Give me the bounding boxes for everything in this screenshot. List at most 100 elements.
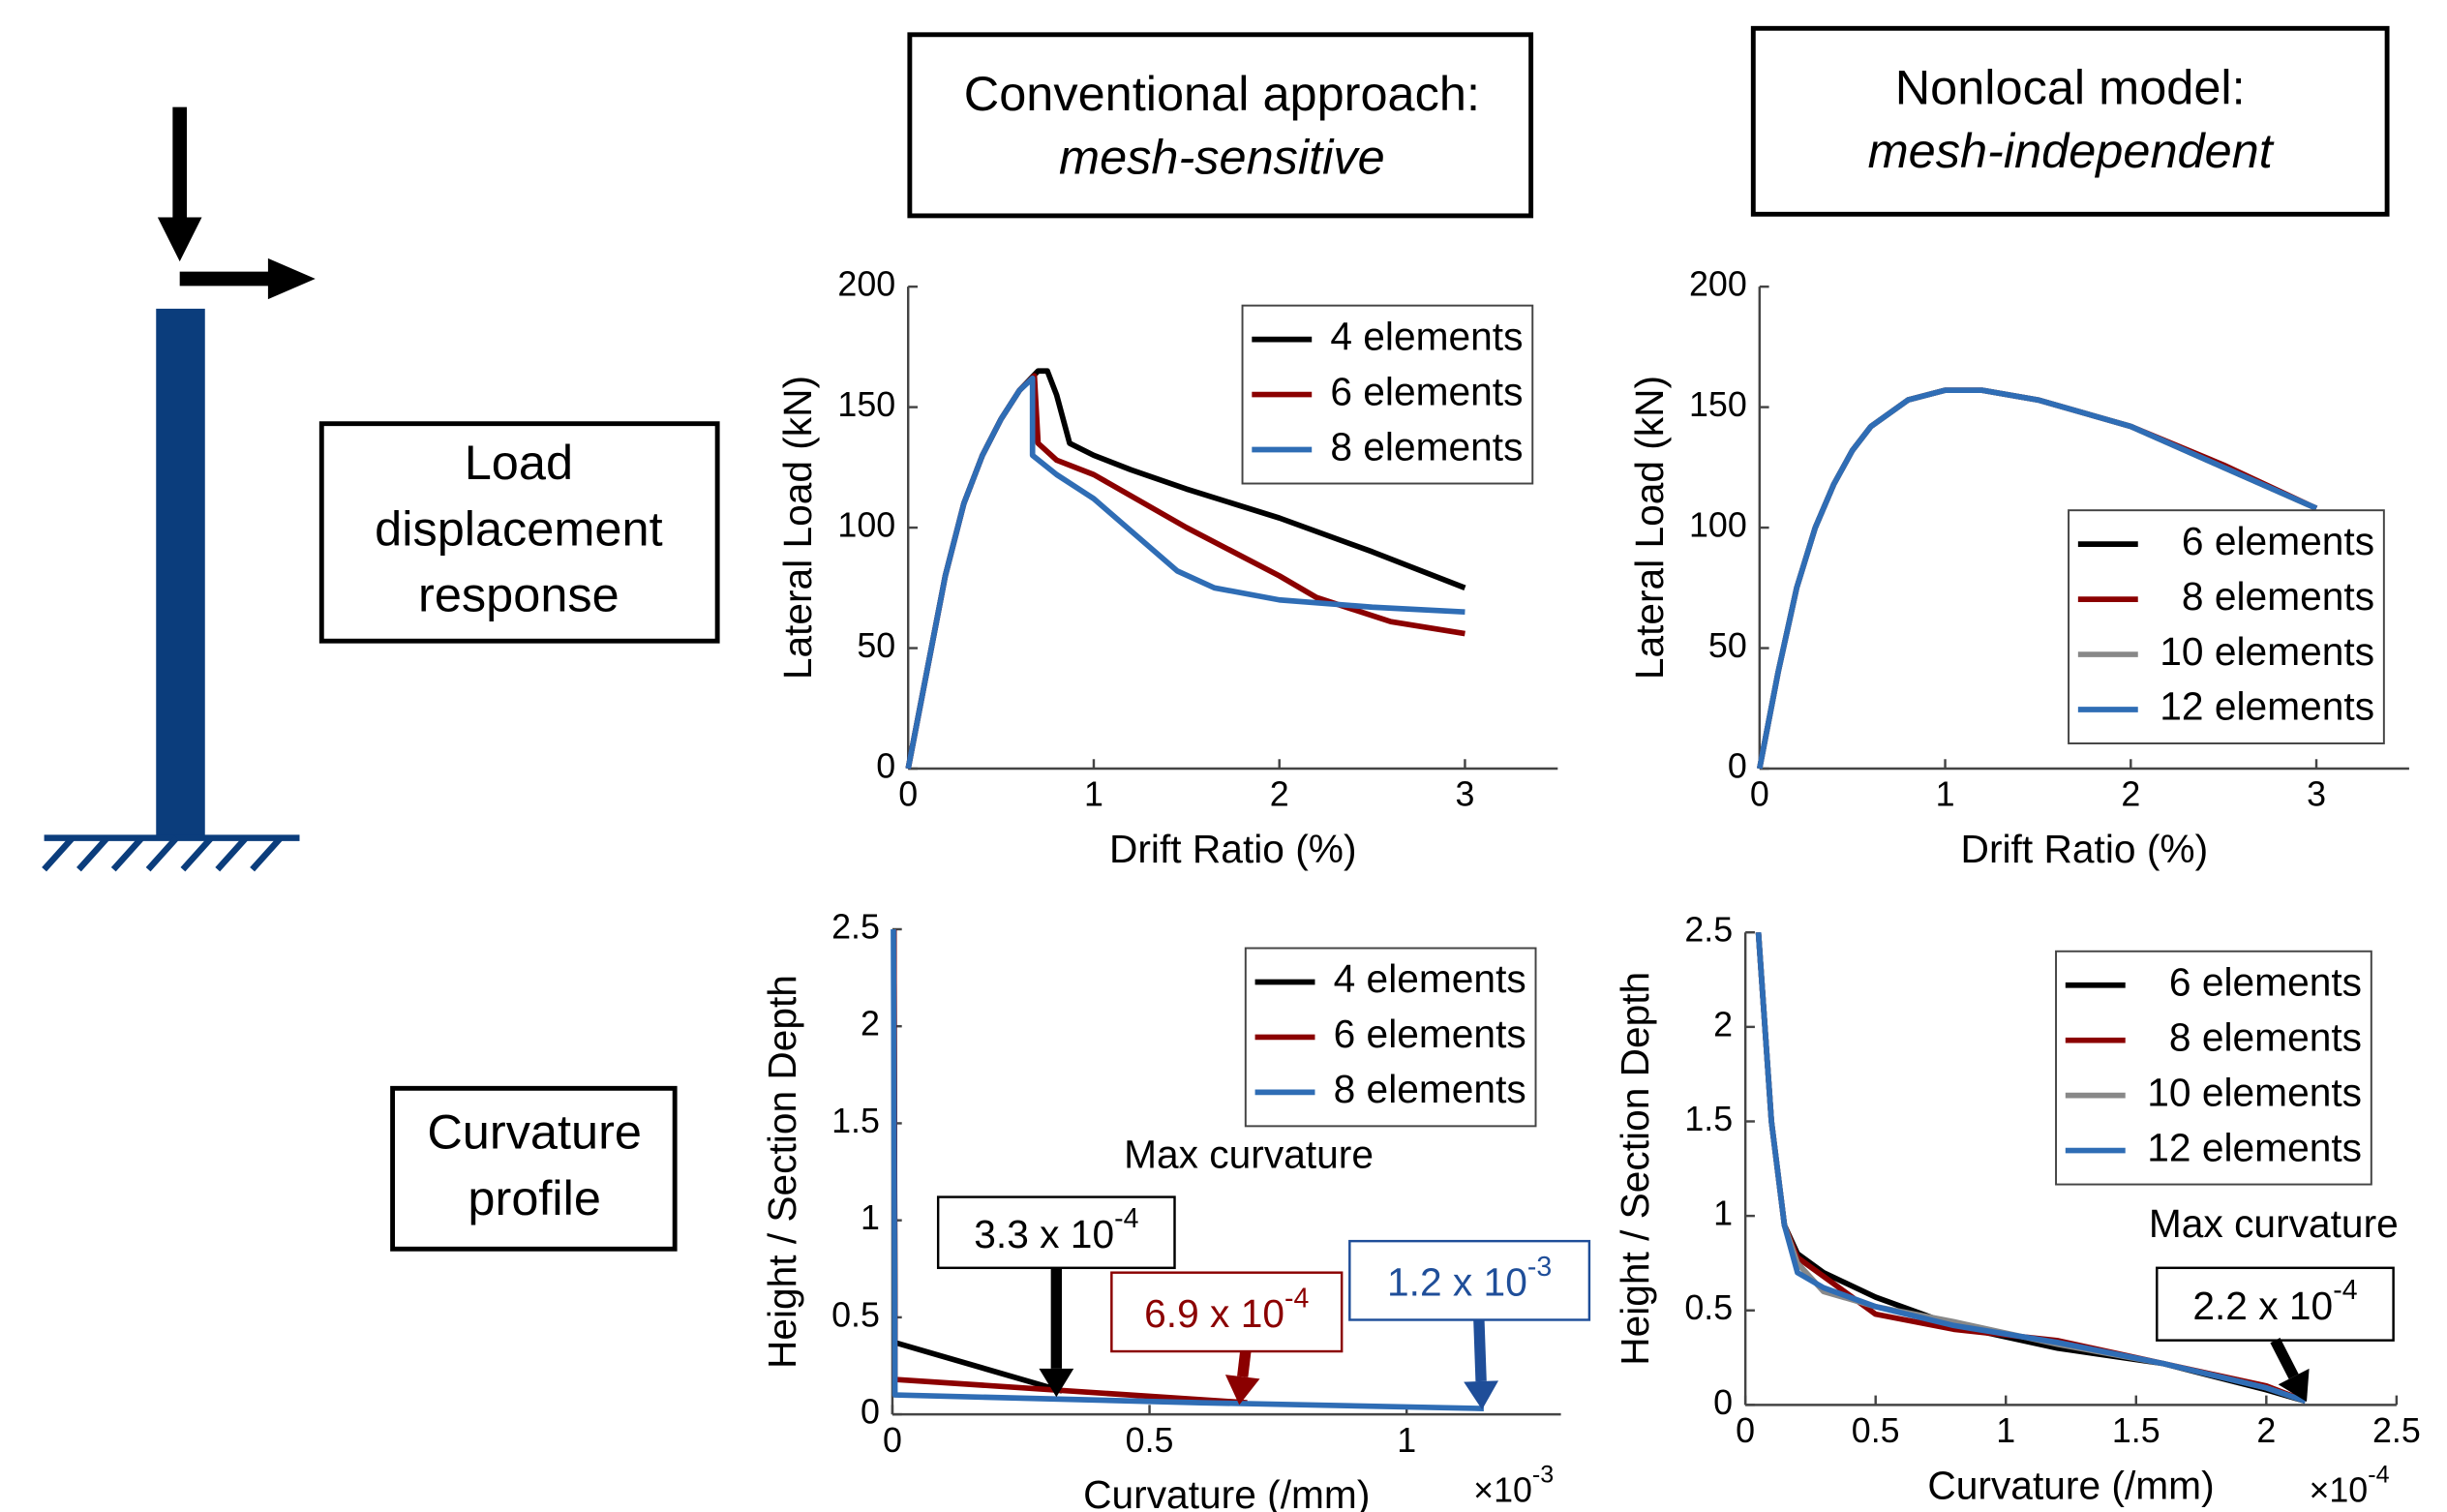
- x-tick-label: 0: [1736, 1411, 1755, 1450]
- x-tick-label: 1: [1084, 775, 1103, 814]
- x-tick-label: 2.5: [2372, 1411, 2421, 1450]
- y-tick-label: 2.5: [1684, 911, 1733, 950]
- legend-box: [2068, 509, 2385, 744]
- annotation-label-exponent: -4: [1114, 1203, 1138, 1234]
- row-label-box: [390, 1085, 678, 1252]
- series-line: [1757, 387, 2318, 770]
- annotation: Max curvature: [2149, 1201, 2399, 1246]
- annotation-label-exponent: -4: [1284, 1283, 1309, 1314]
- x-tick-label: 1: [1996, 1411, 2015, 1450]
- legend-label: 8 elements: [2182, 574, 2374, 619]
- x-tick-label: 3: [2307, 775, 2326, 814]
- y-tick-label: 0.5: [1684, 1288, 1733, 1327]
- x-multiplier-base: ×10: [1473, 1471, 1532, 1510]
- arrow-head: [267, 257, 316, 300]
- annotation-arrow-head: [2278, 1368, 2310, 1403]
- x-tick-label: 2: [2256, 1411, 2276, 1450]
- y-tick-label: 150: [1689, 385, 1747, 424]
- x-multiplier-exponent: -3: [1532, 1461, 1554, 1488]
- legend-label: 6 elements: [2169, 960, 2362, 1005]
- y-tick-label: 0.5: [831, 1295, 880, 1334]
- x-tick-label: 3: [1455, 775, 1474, 814]
- row-label-line: Curvature: [427, 1104, 642, 1159]
- y-tick-label: 2: [861, 1005, 880, 1043]
- legend-label: 10 elements: [2160, 629, 2374, 674]
- legend-label: 4 elements: [1334, 956, 1526, 1001]
- x-tick-label: 0.5: [1852, 1411, 1900, 1450]
- legend-label: 4 elements: [1330, 314, 1523, 358]
- series-line: [905, 375, 1465, 770]
- y-tick-label: 100: [837, 506, 895, 545]
- y-axis-label: Height / Section Depth: [1613, 972, 1657, 1366]
- y-tick-label: 50: [857, 626, 895, 665]
- series-line: [1755, 932, 2307, 1405]
- annotation-arrow-head: [1039, 1368, 1074, 1398]
- legend-label: 8 elements: [1330, 424, 1523, 469]
- legend-label: 6 elements: [1334, 1012, 1526, 1056]
- legend-label: 12 elements: [2160, 684, 2374, 729]
- x-tick-label: 0: [883, 1421, 902, 1460]
- legend-label: 8 elements: [2169, 1014, 2362, 1059]
- x-axis-label: Drift Ratio (%): [1961, 827, 2209, 871]
- annotation-arrow-head: [1224, 1375, 1260, 1406]
- annotation-arrow: [1237, 1350, 1252, 1377]
- annotation-label: 6.9 x 10-4: [1144, 1283, 1309, 1336]
- y-tick-label: 50: [1708, 626, 1747, 665]
- header-box: [1750, 25, 2390, 217]
- x-axis-label: Curvature (/mm): [1083, 1472, 1370, 1512]
- annotation-label-exponent: -3: [1527, 1251, 1552, 1282]
- x-tick-label: 2: [1270, 775, 1289, 814]
- x-multiplier: ×10-3: [1473, 1461, 1554, 1510]
- x-multiplier-base: ×10: [2309, 1471, 2368, 1510]
- annotation-label-base: 6.9 x 10: [1144, 1291, 1284, 1336]
- legend-label: 6 elements: [1330, 369, 1523, 413]
- x-tick-label: 1.5: [2112, 1411, 2160, 1450]
- annotation-box: [936, 1195, 1176, 1270]
- annotation-label: 1.2 x 10-3: [1387, 1251, 1552, 1304]
- y-tick-label: 1: [861, 1198, 880, 1237]
- annotation-arrow: [1473, 1319, 1487, 1382]
- y-tick-label: 1: [1713, 1194, 1733, 1233]
- legend-box: [2055, 950, 2372, 1186]
- x-tick-label: 1: [1936, 775, 1955, 814]
- x-multiplier-exponent: -4: [2368, 1461, 2389, 1488]
- x-tick-label: 0: [898, 775, 918, 814]
- y-axis-label: Lateral Load (kN): [1627, 376, 1672, 680]
- annotation-label-base: 3.3 x 10: [974, 1212, 1114, 1256]
- x-axis-label: Drift Ratio (%): [1109, 827, 1357, 871]
- y-tick-label: 2: [1713, 1005, 1733, 1043]
- y-axis-label: Height / Section Depth: [760, 975, 804, 1369]
- series-line: [891, 928, 1484, 1411]
- row-label-line: response: [418, 567, 619, 622]
- row-label-line: profile: [468, 1170, 600, 1225]
- header-line: Conventional approach:: [964, 66, 1480, 121]
- y-tick-label: 0: [861, 1393, 880, 1432]
- annotation-label-base: 2.2 x 10: [2192, 1284, 2333, 1328]
- x-tick-label: 0.5: [1126, 1421, 1174, 1460]
- ground-hatch: [42, 835, 284, 872]
- annotation: Max curvature: [1124, 1133, 1374, 1177]
- annotation-arrow: [2270, 1338, 2299, 1379]
- arrow-head: [157, 217, 202, 262]
- row-label-box: [318, 421, 720, 644]
- x-axis-label: Curvature (/mm): [1927, 1463, 2214, 1507]
- y-axis-label: Lateral Load (kN): [775, 376, 820, 680]
- y-tick-label: 0: [1713, 1383, 1733, 1422]
- x-tick-label: 1: [1397, 1421, 1416, 1460]
- annotation-label-base: 1.2 x 10: [1387, 1259, 1527, 1304]
- y-tick-label: 0: [1728, 746, 1747, 785]
- row-label-line: displacement: [375, 500, 662, 556]
- annotation-label: 2.2 x 10-4: [2192, 1275, 2357, 1328]
- annotation-label-exponent: -4: [2333, 1275, 2357, 1306]
- annotation-box: [1348, 1239, 1591, 1321]
- x-tick-label: 0: [1750, 775, 1769, 814]
- column-schematic: [42, 106, 316, 872]
- legend-label: 10 elements: [2147, 1070, 2362, 1114]
- row-label-line: Load: [465, 435, 573, 490]
- x-multiplier: ×10-4: [2309, 1461, 2389, 1510]
- legend-label: 12 elements: [2147, 1125, 2362, 1169]
- column: [156, 308, 205, 838]
- y-tick-label: 100: [1689, 506, 1747, 545]
- x-tick-label: 2: [2121, 775, 2140, 814]
